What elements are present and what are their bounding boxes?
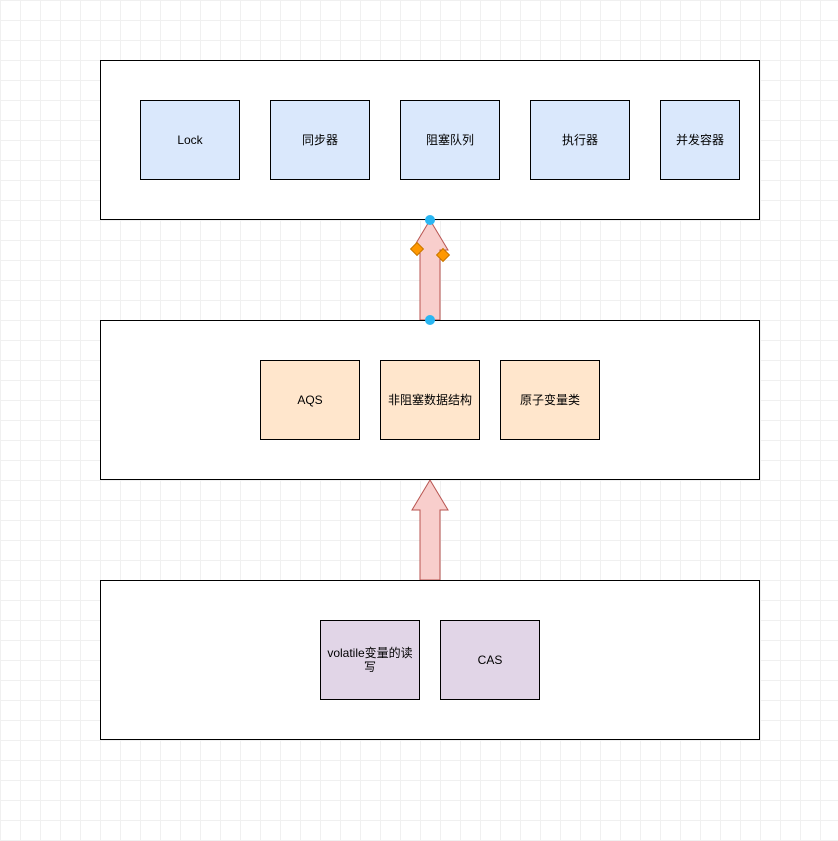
diagram-canvas[interactable]: Lock 同步器 阻塞队列 执行器 并发容器 AQS 非阻塞数据结构 原子变量类… [0,0,838,841]
selection-handle[interactable] [425,215,435,225]
node-cas[interactable]: CAS [440,620,540,700]
node-synchronizer[interactable]: 同步器 [270,100,370,180]
node-label: 非阻塞数据结构 [388,393,472,407]
node-atomic-vars[interactable]: 原子变量类 [500,360,600,440]
layer-bottom[interactable] [100,580,760,740]
node-concurrent-container[interactable]: 并发容器 [660,100,740,180]
arrow-bottom-to-middle[interactable] [410,480,450,580]
node-nonblocking-ds[interactable]: 非阻塞数据结构 [380,360,480,440]
node-label: 同步器 [302,133,338,147]
node-label: 原子变量类 [520,393,580,407]
node-label: 阻塞队列 [426,133,474,147]
selection-handle[interactable] [425,315,435,325]
node-volatile[interactable]: volatile变量的读写 [320,620,420,700]
node-executor[interactable]: 执行器 [530,100,630,180]
node-label: CAS [478,653,503,667]
node-label: 并发容器 [676,133,724,147]
node-label: volatile变量的读写 [323,646,417,675]
node-lock[interactable]: Lock [140,100,240,180]
node-label: Lock [177,133,202,147]
node-label: 执行器 [562,133,598,147]
node-blocking-queue[interactable]: 阻塞队列 [400,100,500,180]
arrow-middle-to-top[interactable] [410,220,450,320]
node-aqs[interactable]: AQS [260,360,360,440]
node-label: AQS [297,393,322,407]
